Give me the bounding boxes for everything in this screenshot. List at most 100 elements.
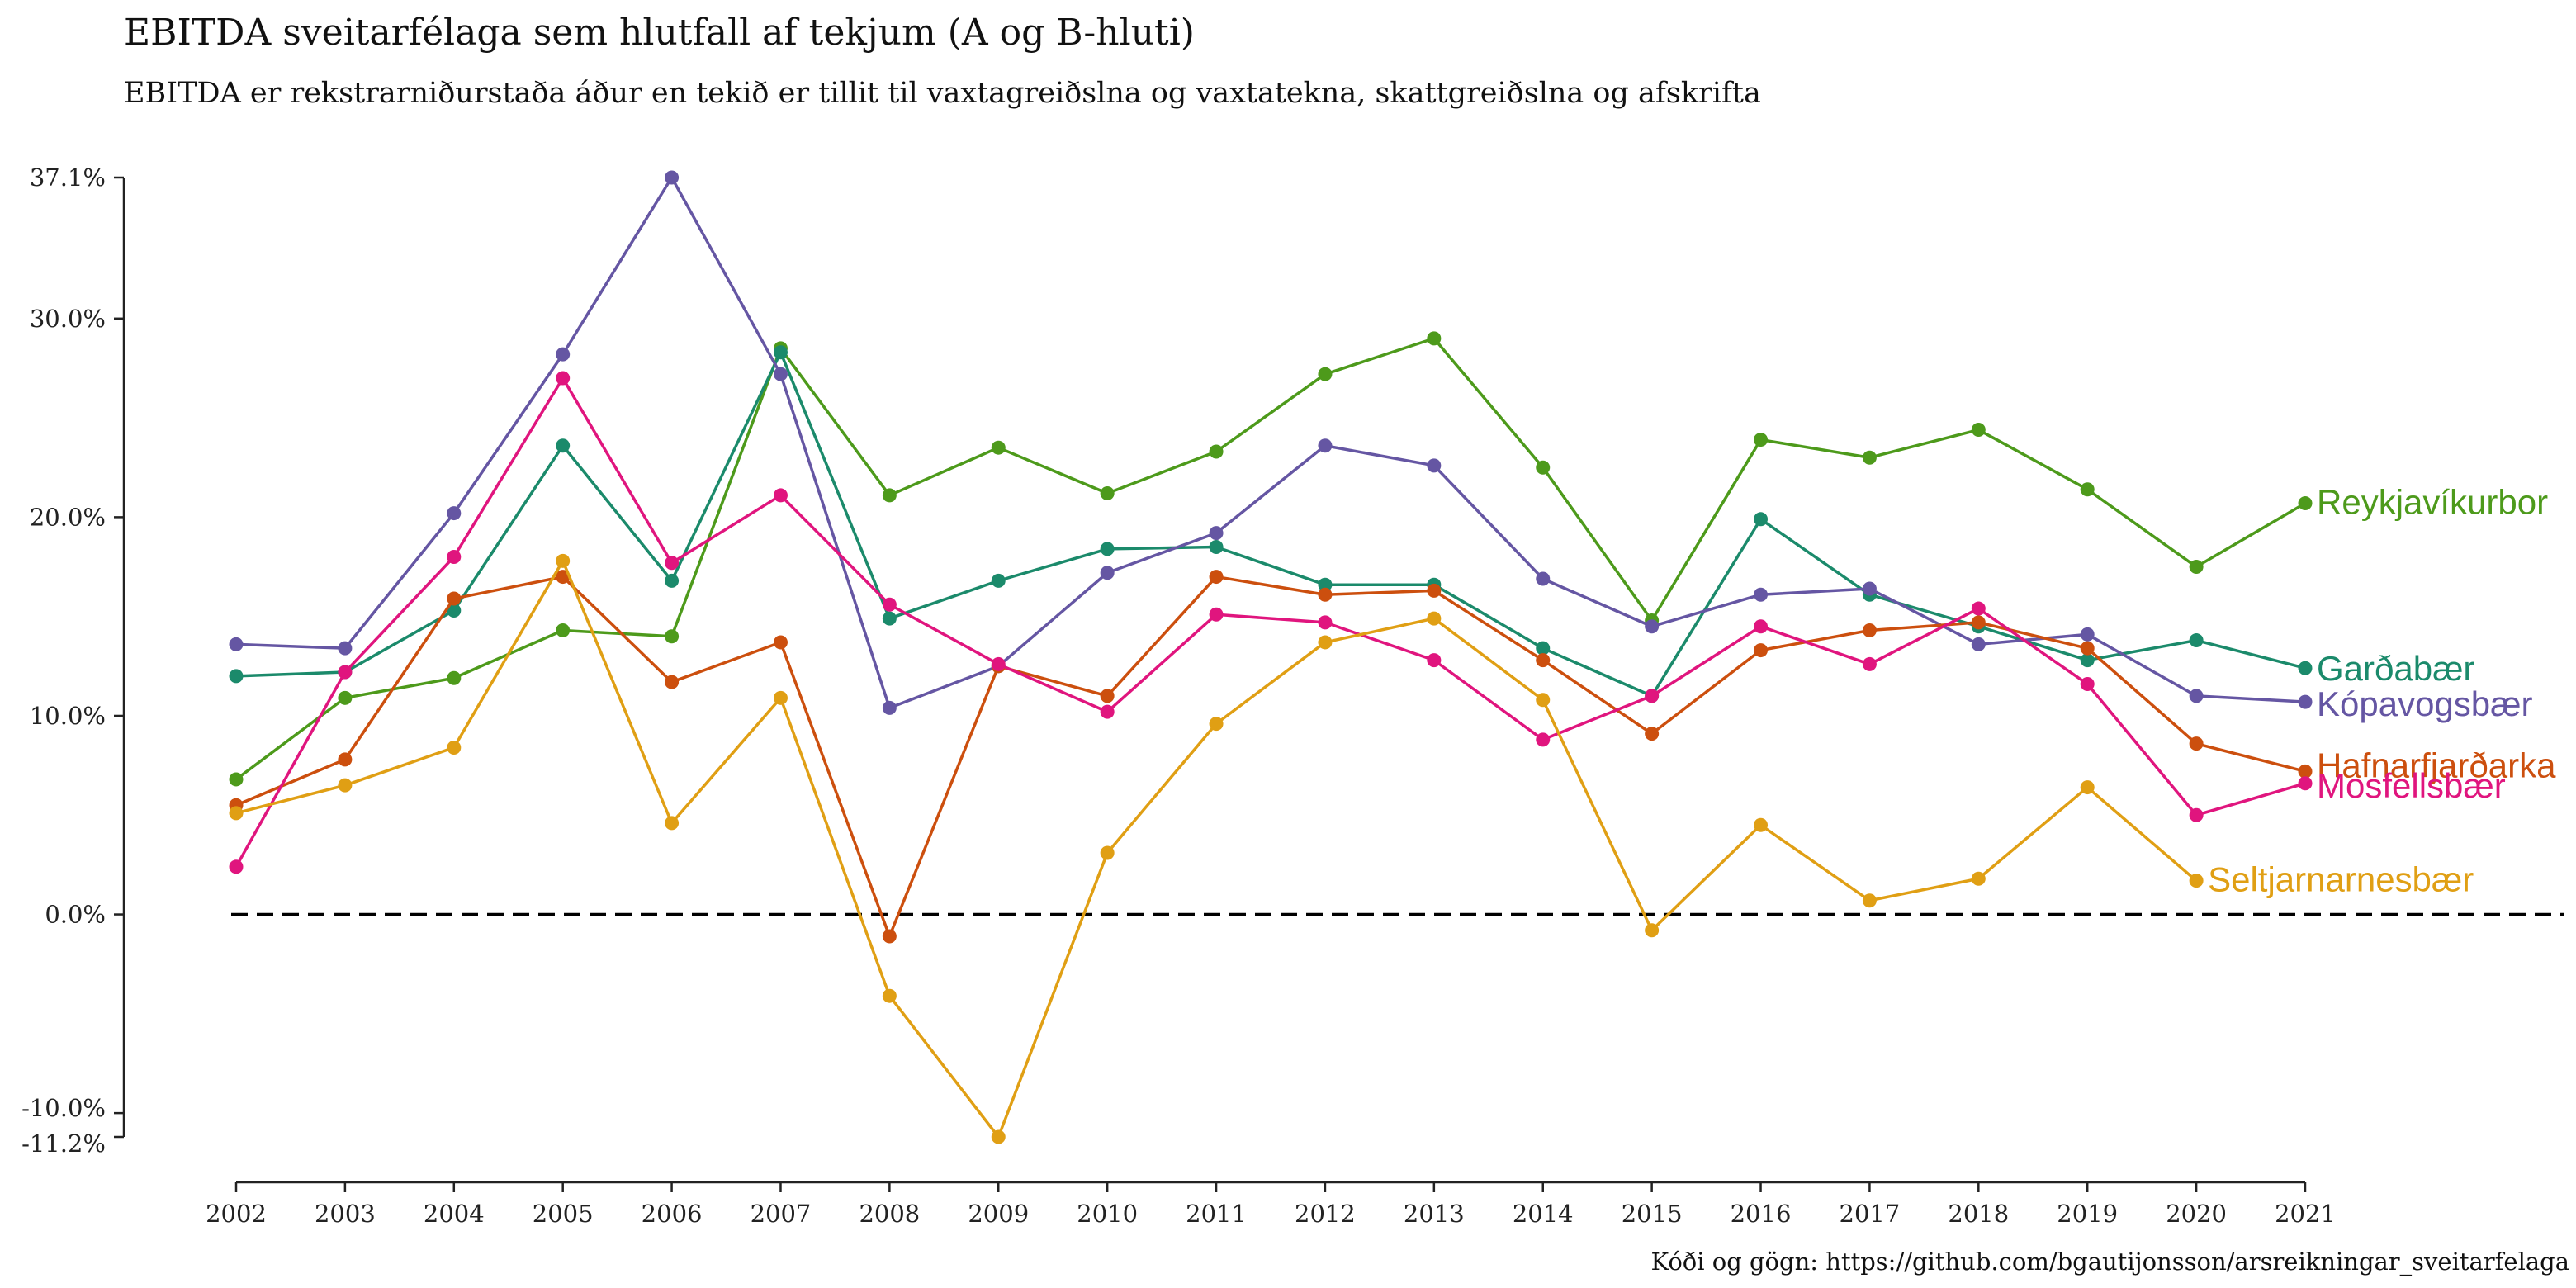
series-reykjavi-kurborg (229, 331, 2313, 787)
data-point (773, 635, 788, 650)
data-point (1536, 653, 1551, 668)
data-point (1862, 581, 1877, 596)
series-hafnarfjar-arkaupsta-ur (229, 570, 2313, 944)
data-point (556, 371, 571, 386)
x-tick-label: 2013 (1404, 1200, 1465, 1228)
data-point (2189, 874, 2204, 888)
data-point (338, 665, 353, 680)
data-point (556, 623, 571, 638)
data-point (882, 611, 897, 626)
data-point (1100, 704, 1115, 719)
series-gar-ab-r (229, 345, 2313, 703)
data-point (2189, 807, 2204, 822)
data-point (882, 597, 897, 612)
data-point (229, 637, 244, 651)
data-point (1318, 587, 1333, 602)
data-point (1100, 566, 1115, 580)
data-point (991, 440, 1006, 455)
series-line (234, 376, 2306, 868)
data-point (2298, 764, 2313, 779)
x-tick-label: 2014 (1513, 1200, 1574, 1228)
y-tick-label: 37.1% (30, 163, 106, 192)
data-point (2080, 482, 2095, 497)
x-tick-label: 2019 (2057, 1200, 2118, 1228)
series-line (235, 350, 2306, 698)
chart-subtitle: EBITDA er rekstrarniðurstaða áður en tek… (124, 77, 1761, 110)
x-tick-label: 2021 (2275, 1200, 2336, 1228)
series-label: Kópavogsbær (2317, 684, 2533, 723)
data-point (338, 641, 353, 656)
data-point (2298, 661, 2313, 675)
x-tick-label: 2010 (1077, 1200, 1138, 1228)
data-point (1100, 486, 1115, 501)
data-point (2298, 776, 2313, 791)
data-point (1209, 444, 1224, 459)
data-point (1971, 601, 1986, 616)
data-point (1427, 611, 1442, 626)
data-point (1100, 542, 1115, 556)
y-tick-label: -11.2% (21, 1129, 106, 1158)
data-point (1536, 641, 1551, 656)
series-label: Hafnarfjarðarka (2317, 746, 2556, 784)
data-point (773, 367, 788, 381)
y-tick-label: 10.0% (30, 702, 106, 730)
data-point (556, 347, 571, 362)
x-tick-label: 2020 (2166, 1200, 2227, 1228)
data-point (665, 573, 680, 588)
y-tick-label: 0.0% (45, 901, 106, 929)
data-point (773, 345, 788, 360)
data-point (2298, 496, 2313, 511)
x-tick-label: 2002 (206, 1200, 267, 1228)
data-point (2080, 641, 2095, 656)
data-point (2189, 689, 2204, 703)
data-point (1318, 438, 1333, 453)
series-label: Garðabær (2317, 649, 2474, 688)
data-point (1971, 871, 1986, 886)
x-tick-label: 2011 (1186, 1200, 1247, 1228)
data-point (2189, 633, 2204, 648)
data-point (338, 778, 353, 793)
data-point (2298, 694, 2313, 709)
data-point (1645, 727, 1660, 741)
data-point (991, 1129, 1006, 1144)
data-point (665, 675, 680, 689)
data-point (991, 656, 1006, 671)
data-point (1862, 623, 1877, 638)
data-point (1862, 450, 1877, 465)
data-point (1209, 539, 1224, 554)
data-point (1209, 607, 1224, 622)
series-label: Seltjarnarnesbær (2208, 860, 2474, 899)
series-line (234, 337, 2306, 781)
data-point (773, 690, 788, 705)
data-point (556, 553, 571, 568)
data-point (773, 488, 788, 503)
axes: -11.2% -10.0% 0.0% 10.0% 20.0% 30.0% 37.1% 2002… (21, 163, 2336, 1228)
data-point (1536, 571, 1551, 586)
data-point (229, 669, 244, 684)
data-point (447, 740, 462, 755)
data-point (1209, 570, 1224, 585)
x-tick-label: 2008 (859, 1200, 920, 1228)
series-line (235, 176, 2306, 710)
data-point (1536, 460, 1551, 475)
data-point (447, 603, 462, 618)
x-tick-label: 2004 (424, 1200, 485, 1228)
data-point (1754, 587, 1769, 602)
y-tick-label: -10.0% (21, 1094, 106, 1122)
series-label: Mosfellsbær (2317, 766, 2506, 805)
chart-title: EBITDA sveitarfélaga sem hlutfall af tek… (124, 12, 1195, 54)
data-point (1862, 656, 1877, 671)
data-point (2189, 736, 2204, 751)
data-point (2080, 676, 2095, 691)
x-tick-label: 2007 (751, 1200, 812, 1228)
data-point (991, 573, 1006, 588)
data-point (1754, 512, 1769, 527)
series-line (235, 575, 2306, 938)
data-point (1318, 635, 1333, 650)
data-point (2189, 560, 2204, 575)
x-tick-label: 2009 (968, 1200, 1029, 1228)
data-point (1862, 893, 1877, 908)
data-point (665, 556, 680, 571)
data-point (882, 988, 897, 1003)
